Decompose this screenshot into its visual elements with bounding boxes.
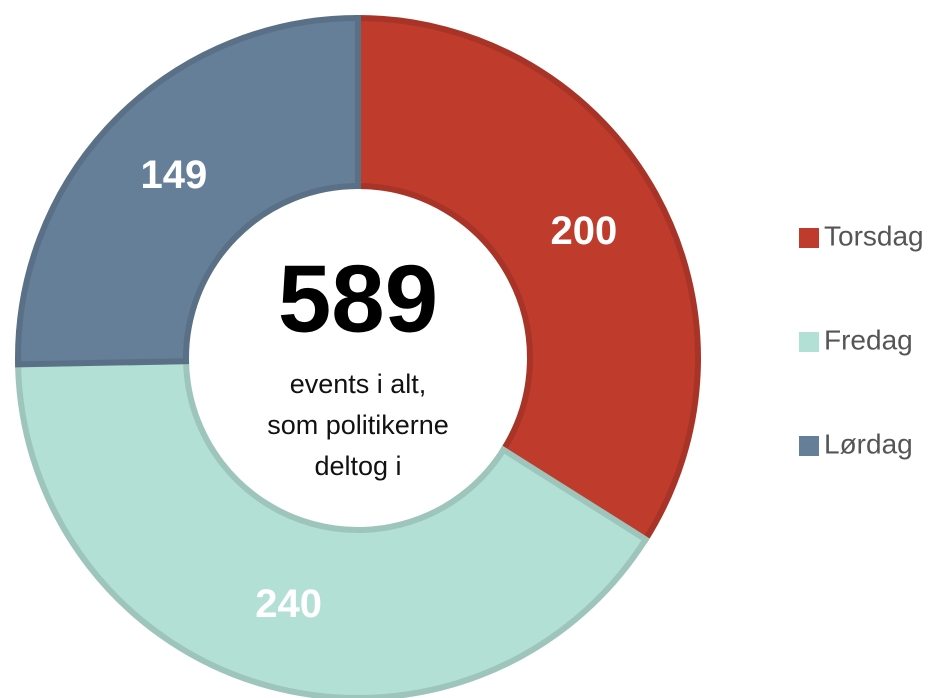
donut-slice <box>15 14 361 368</box>
center-label: deltog i <box>314 451 401 481</box>
legend-label: Fredag <box>824 324 913 355</box>
data-label: 200 <box>551 209 618 253</box>
donut-slice <box>355 14 701 544</box>
data-label: 149 <box>140 153 207 197</box>
legend-label: Torsdag <box>824 220 924 251</box>
donut-slice <box>14 358 650 698</box>
data-label: 240 <box>255 582 322 626</box>
center-total: 589 <box>278 245 438 352</box>
center-label: events i alt, <box>290 369 427 399</box>
center-label: som politikerne <box>267 410 449 440</box>
legend-swatch <box>799 332 819 352</box>
legend-label: Lørdag <box>824 428 913 459</box>
legend-swatch <box>799 228 819 248</box>
legend-swatch <box>799 436 819 456</box>
